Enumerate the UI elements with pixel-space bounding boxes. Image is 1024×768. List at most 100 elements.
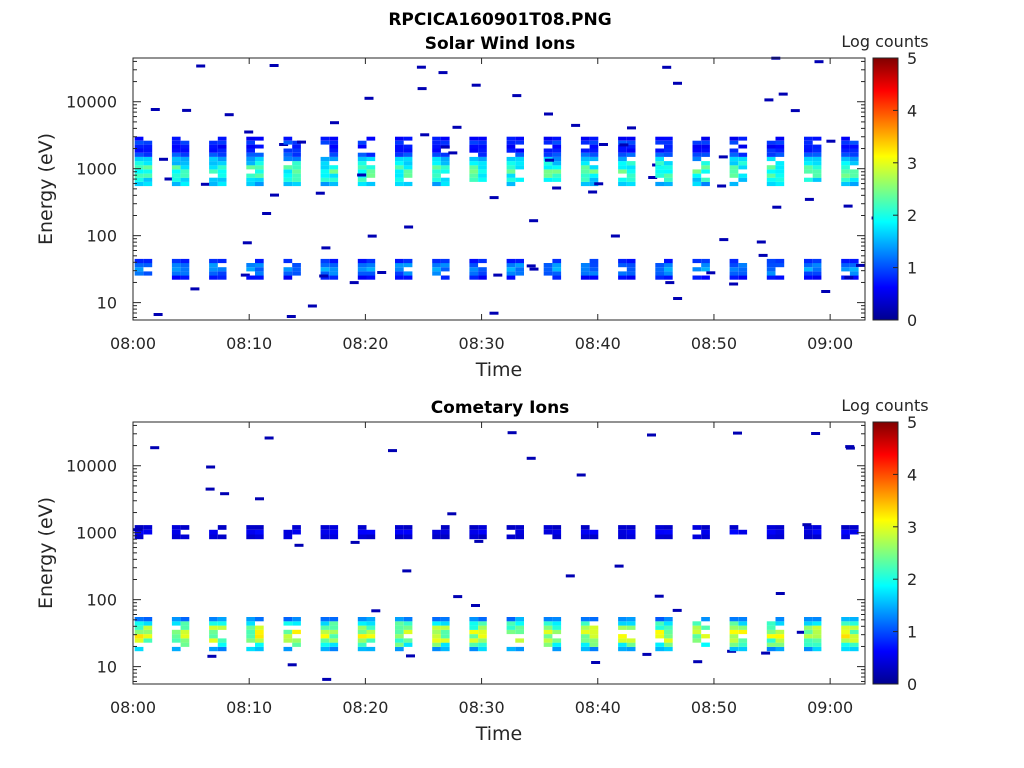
heatmap-cell: [395, 275, 404, 280]
heatmap-cell: [515, 136, 524, 141]
x-tick-label: 08:20: [342, 698, 388, 717]
heatmap-cell: [589, 177, 599, 182]
heatmap-cell: [180, 258, 190, 264]
heatmap-cell: [821, 290, 831, 293]
heatmap-cell: [366, 638, 376, 643]
heatmap-cell: [395, 263, 404, 268]
heatmap-cell: [729, 169, 739, 174]
heatmap-cell: [395, 177, 404, 182]
panel-solar-wind: Solar Wind Ions 08:00 08:10 08:20 08:30 08:4…: [35, 32, 929, 381]
heatmap-cell: [292, 181, 301, 187]
heatmap-cell: [246, 156, 255, 162]
heatmap-cell: [812, 271, 822, 276]
heatmap-cell: [589, 165, 599, 170]
heatmap-cell: [580, 525, 590, 530]
heatmap-cell: [849, 621, 859, 626]
heatmap-cell: [469, 161, 479, 166]
heatmap-cell: [209, 148, 218, 153]
heatmap-cell: [775, 148, 785, 153]
heatmap-cell: [320, 629, 330, 635]
heatmap-cell: [366, 529, 376, 535]
heatmap-cell: [246, 629, 255, 635]
heatmap-cell: [515, 258, 524, 264]
heatmap-cell: [403, 136, 413, 141]
plot-area: [132, 421, 866, 685]
heatmap-cell: [589, 258, 599, 264]
heatmap-cell: [329, 617, 339, 622]
heatmap-cell: [134, 156, 144, 162]
heatmap-cell: [200, 182, 210, 186]
heatmap-cell: [150, 108, 160, 111]
heatmap-cell: [469, 529, 479, 535]
heatmap-cell: [849, 148, 859, 153]
heatmap-cell: [580, 617, 590, 622]
heatmap-cell: [469, 275, 479, 280]
heatmap-cell: [366, 263, 376, 268]
heatmap-cell: [217, 525, 227, 530]
heatmap-cell: [775, 534, 785, 540]
heatmap-cell: [778, 92, 788, 96]
heatmap-cell: [478, 165, 487, 170]
heatmap-cell: [571, 123, 581, 127]
heatmap-cell: [432, 529, 441, 535]
heatmap-cell: [209, 529, 218, 535]
colorbar-tick-label: 2: [907, 570, 917, 589]
heatmap-cell: [627, 126, 636, 130]
heatmap-cell: [134, 617, 144, 622]
heatmap-cell: [357, 267, 367, 272]
heatmap-cell: [329, 144, 339, 149]
heatmap-cell: [729, 148, 739, 153]
heatmap-cell: [766, 525, 776, 530]
heatmap-cell: [775, 634, 785, 639]
heatmap-cell: [543, 161, 553, 166]
heatmap-cell: [655, 617, 664, 622]
heatmap-cell: [626, 617, 636, 622]
heatmap-cell: [552, 642, 562, 647]
heatmap-cell: [580, 646, 590, 652]
heatmap-cell: [580, 152, 590, 157]
heatmap-cell: [134, 629, 144, 635]
plot-area: [132, 57, 866, 321]
heatmap-cell: [552, 621, 562, 626]
heatmap-cell: [209, 534, 218, 540]
heatmap-cell: [580, 534, 590, 540]
heatmap-cell: [692, 525, 702, 530]
heatmap-cell: [357, 621, 367, 626]
heatmap-cell: [432, 161, 441, 166]
heatmap-cell: [618, 625, 627, 630]
heatmap-cell: [642, 652, 652, 656]
heatmap-cell: [543, 140, 553, 145]
heatmap-cell: [403, 263, 413, 268]
heatmap-cell: [283, 181, 293, 187]
heatmap-cell: [655, 136, 664, 141]
heatmap-cell: [766, 181, 776, 187]
heatmap-cell: [255, 529, 264, 535]
heatmap-cell: [180, 152, 190, 157]
heatmap-cell: [814, 60, 824, 64]
heatmap-cell: [589, 534, 599, 540]
heatmap-cell: [515, 629, 524, 635]
heatmap-cell: [478, 275, 487, 280]
heatmap-cell: [673, 297, 683, 300]
heatmap-cell: [701, 617, 710, 622]
heatmap-cell: [255, 617, 264, 622]
heatmap-cell: [775, 642, 785, 647]
heatmap-cell: [664, 263, 673, 268]
heatmap-cell: [673, 81, 682, 85]
heatmap-cell: [506, 275, 516, 280]
heatmap-cell: [664, 148, 673, 153]
heatmap-cell: [366, 617, 376, 622]
heatmap-cell: [729, 629, 739, 635]
heatmap-cell: [366, 173, 376, 178]
heatmap-cell: [761, 651, 771, 655]
heatmap-cell: [766, 642, 776, 647]
heatmap-cell: [320, 267, 330, 272]
heatmap-cell: [395, 642, 404, 647]
heatmap-cell: [294, 543, 304, 547]
heatmap-cell: [618, 136, 627, 141]
heatmap-cell: [729, 181, 739, 187]
heatmap-cell: [224, 113, 234, 117]
heatmap-cell: [366, 275, 376, 280]
x-axis: 08:00 08:10 08:20 08:30 08:40 08:50 09:00: [110, 58, 853, 353]
heatmap-cell: [440, 136, 450, 141]
